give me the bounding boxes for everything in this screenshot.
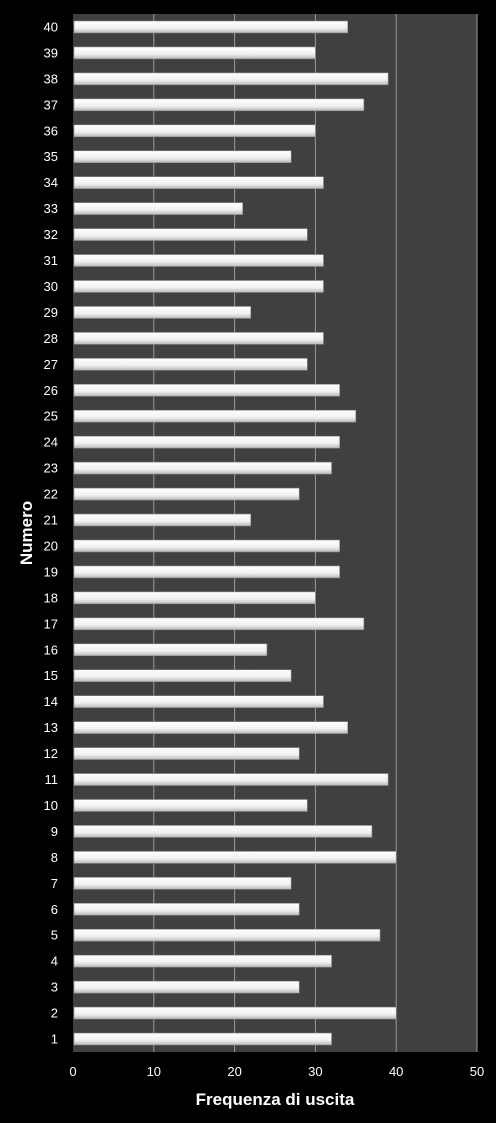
y-tick-label: 19	[44, 564, 58, 579]
y-tick-label: 5	[51, 928, 58, 943]
bar-16	[73, 643, 268, 657]
bar-35	[73, 150, 292, 163]
bar-40	[73, 20, 349, 34]
x-tick-label: 30	[308, 1064, 322, 1079]
y-tick-label: 21	[44, 513, 58, 528]
bar-28	[73, 332, 324, 345]
bar-10	[73, 799, 308, 812]
y-tick-label: 22	[44, 487, 58, 502]
y-tick-label: 38	[44, 71, 58, 86]
y-tick-label: 23	[44, 461, 58, 476]
bar-6	[73, 903, 300, 916]
bar-29	[73, 306, 252, 319]
bar-27	[73, 358, 308, 371]
y-tick-label: 6	[51, 902, 58, 917]
y-tick-label: 4	[51, 954, 58, 969]
y-tick-label: 26	[44, 383, 58, 398]
y-tick-label: 36	[44, 123, 58, 138]
bar-38	[73, 72, 389, 86]
y-tick-label: 15	[44, 668, 58, 683]
y-tick-label: 11	[45, 772, 59, 787]
y-tick-label: 24	[44, 435, 58, 450]
y-tick-label: 7	[51, 876, 58, 891]
bar-18	[73, 591, 316, 605]
bar-37	[73, 98, 365, 112]
y-axis-title: Numero	[17, 501, 36, 565]
bar-31	[73, 254, 324, 267]
bar-9	[73, 825, 373, 838]
y-tick-label: 33	[44, 201, 58, 216]
plot-area	[73, 14, 477, 1052]
x-tick-label: 50	[470, 1064, 484, 1079]
bar-33	[73, 202, 243, 215]
y-tick-label: 32	[44, 227, 58, 242]
bar-25	[73, 409, 357, 423]
y-tick-label: 20	[44, 538, 58, 553]
y-tick-label: 16	[44, 642, 58, 657]
bar-1	[73, 1032, 332, 1046]
bar-20	[73, 539, 340, 553]
bar-34	[73, 176, 324, 189]
bar-15	[73, 669, 292, 682]
y-tick-label: 9	[51, 824, 58, 839]
y-tick-label: 39	[44, 45, 58, 60]
bar-30	[73, 280, 324, 293]
bar-39	[73, 46, 316, 60]
bar-13	[73, 721, 349, 734]
bar-7	[73, 877, 292, 890]
y-tick-label: 13	[44, 720, 58, 735]
bar-24	[73, 435, 340, 449]
bar-4	[73, 954, 332, 968]
x-tick-label: 10	[147, 1064, 161, 1079]
bar-17	[73, 617, 365, 631]
y-tick-label: 34	[44, 175, 58, 190]
bar-23	[73, 461, 332, 475]
y-tick-label: 17	[44, 616, 58, 631]
bar-32	[73, 228, 308, 241]
y-tick-label: 12	[44, 746, 58, 761]
y-tick-label: 40	[44, 19, 58, 34]
bar-3	[73, 980, 300, 994]
bar-11	[73, 773, 389, 786]
bar-8	[73, 851, 397, 864]
x-axis-title: Frequenza di uscita	[196, 1090, 355, 1109]
y-tick-label: 27	[44, 357, 58, 372]
x-tick-label: 0	[69, 1064, 76, 1079]
y-tick-label: 37	[44, 97, 58, 112]
y-tick-label: 30	[44, 279, 58, 294]
y-tick-label: 14	[44, 694, 58, 709]
y-tick-label: 8	[51, 850, 58, 865]
bar-12	[73, 747, 300, 760]
bar-5	[73, 928, 381, 942]
y-tick-label: 3	[51, 980, 58, 995]
bar-14	[73, 695, 324, 708]
y-tick-label: 28	[44, 331, 58, 346]
y-tick-label: 29	[44, 305, 58, 320]
y-tick-label: 25	[44, 409, 58, 424]
bar-36	[73, 124, 316, 138]
bars	[73, 20, 397, 1046]
y-tick-labels: 1234567891011121314151617181920212223242…	[44, 19, 58, 1046]
y-tick-label: 10	[44, 798, 58, 813]
y-tick-label: 31	[44, 253, 58, 268]
bar-21	[73, 513, 252, 527]
y-tick-label: 35	[44, 149, 58, 164]
y-tick-label: 1	[51, 1032, 58, 1047]
bar-26	[73, 384, 340, 397]
x-tick-labels: 0 10 20 30 40 50	[69, 1064, 484, 1079]
x-tick-label: 40	[389, 1064, 403, 1079]
bar-2	[73, 1006, 397, 1020]
y-tick-label: 2	[51, 1006, 58, 1021]
y-tick-label: 18	[44, 590, 58, 605]
bar-19	[73, 565, 340, 579]
bar-22	[73, 487, 300, 501]
x-tick-label: 20	[227, 1064, 241, 1079]
